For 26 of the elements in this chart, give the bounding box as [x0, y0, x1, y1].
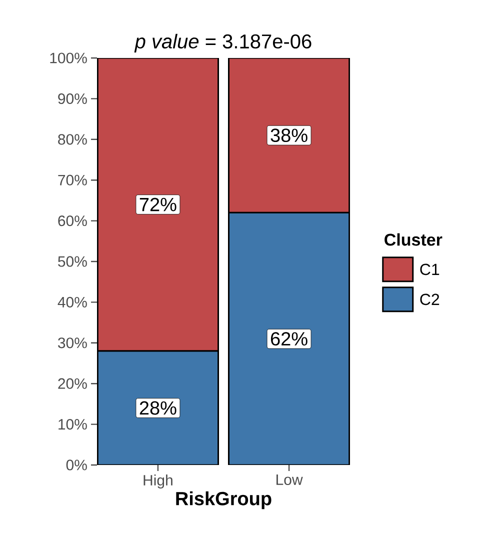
- x-axis-title: RiskGroup: [176, 491, 272, 510]
- x-tick-label: Low: [276, 474, 303, 485]
- y-tick-label: 50%: [58, 256, 87, 267]
- y-tick-label: 0%: [66, 460, 87, 470]
- y-tick-label: 90%: [58, 93, 87, 104]
- legend-title: Cluster: [384, 233, 442, 246]
- data-label: 62%: [270, 332, 308, 346]
- bar: [228, 58, 350, 214]
- bar: [96, 58, 219, 352]
- y-tick-label: 40%: [58, 296, 87, 308]
- y-tick-label: 20%: [58, 378, 87, 389]
- data-label: 72%: [140, 198, 176, 212]
- y-tick-label: 100%: [50, 52, 87, 64]
- chart-title: p value = 3.187e-06: [134, 34, 312, 52]
- bar: [228, 212, 350, 465]
- y-tick-label: 30%: [58, 338, 87, 348]
- legend-label: C2: [420, 294, 440, 306]
- y-tick-label: 80%: [58, 134, 87, 145]
- data-label: 28%: [140, 401, 176, 415]
- x-tick-label: High: [144, 474, 172, 489]
- data-label: 38%: [270, 128, 308, 142]
- y-tick-label: 60%: [58, 215, 87, 226]
- y-tick-label: 70%: [58, 174, 87, 186]
- text: C1: [420, 264, 440, 276]
- bar: [96, 350, 219, 465]
- y-tick-label: 10%: [58, 418, 87, 430]
